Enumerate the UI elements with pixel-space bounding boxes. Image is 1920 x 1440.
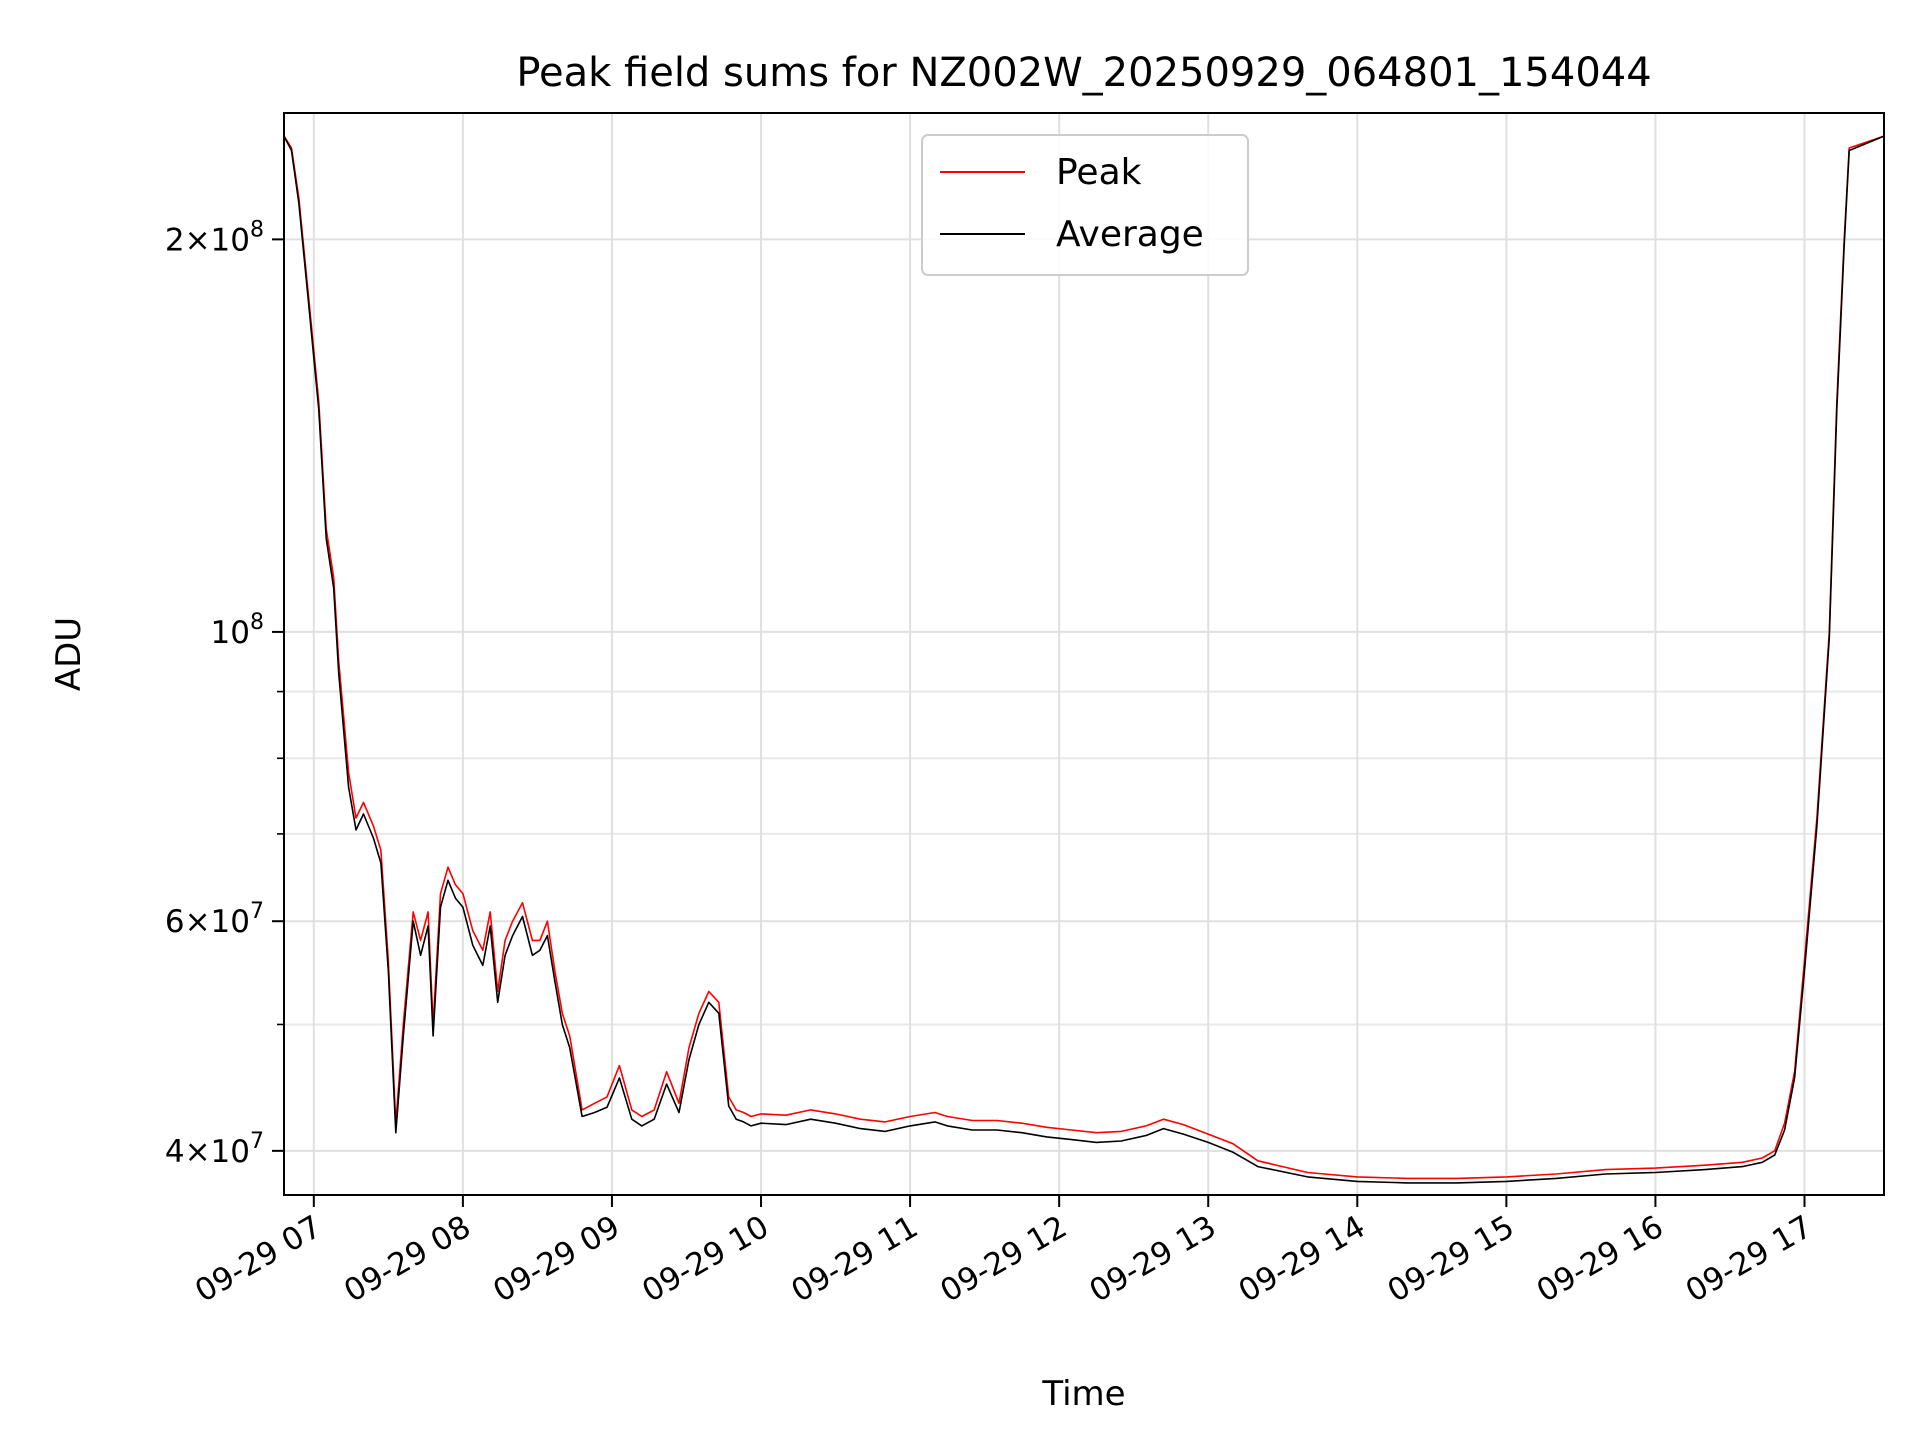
- y-gridlines: [284, 238, 1884, 1152]
- x-axis-label: Time: [1041, 1374, 1125, 1414]
- x-gridlines: [312, 113, 1806, 1195]
- plot-lines: [284, 135, 1884, 1184]
- y-tick-label: 6×107: [165, 899, 264, 940]
- y-axis-label: ADU: [49, 617, 89, 691]
- legend-box: [921, 134, 1249, 276]
- y-tick-label: 108: [211, 610, 264, 651]
- series-line-average: [284, 135, 1884, 1184]
- series-line-peak: [284, 135, 1884, 1180]
- y-tick-label: 2×108: [165, 217, 264, 258]
- y-axis-ticks: 2×108 108 6×107 4×107: [165, 217, 284, 1170]
- chart-title: Peak field sums for NZ002W_20250929_0648…: [516, 50, 1651, 96]
- legend: Peak Average: [921, 134, 1249, 276]
- legend-label-peak: Peak: [1056, 152, 1142, 193]
- plot-frame: [283, 112, 1885, 1196]
- legend-label-average: Average: [1056, 214, 1204, 255]
- y-tick-label: 4×107: [165, 1129, 264, 1170]
